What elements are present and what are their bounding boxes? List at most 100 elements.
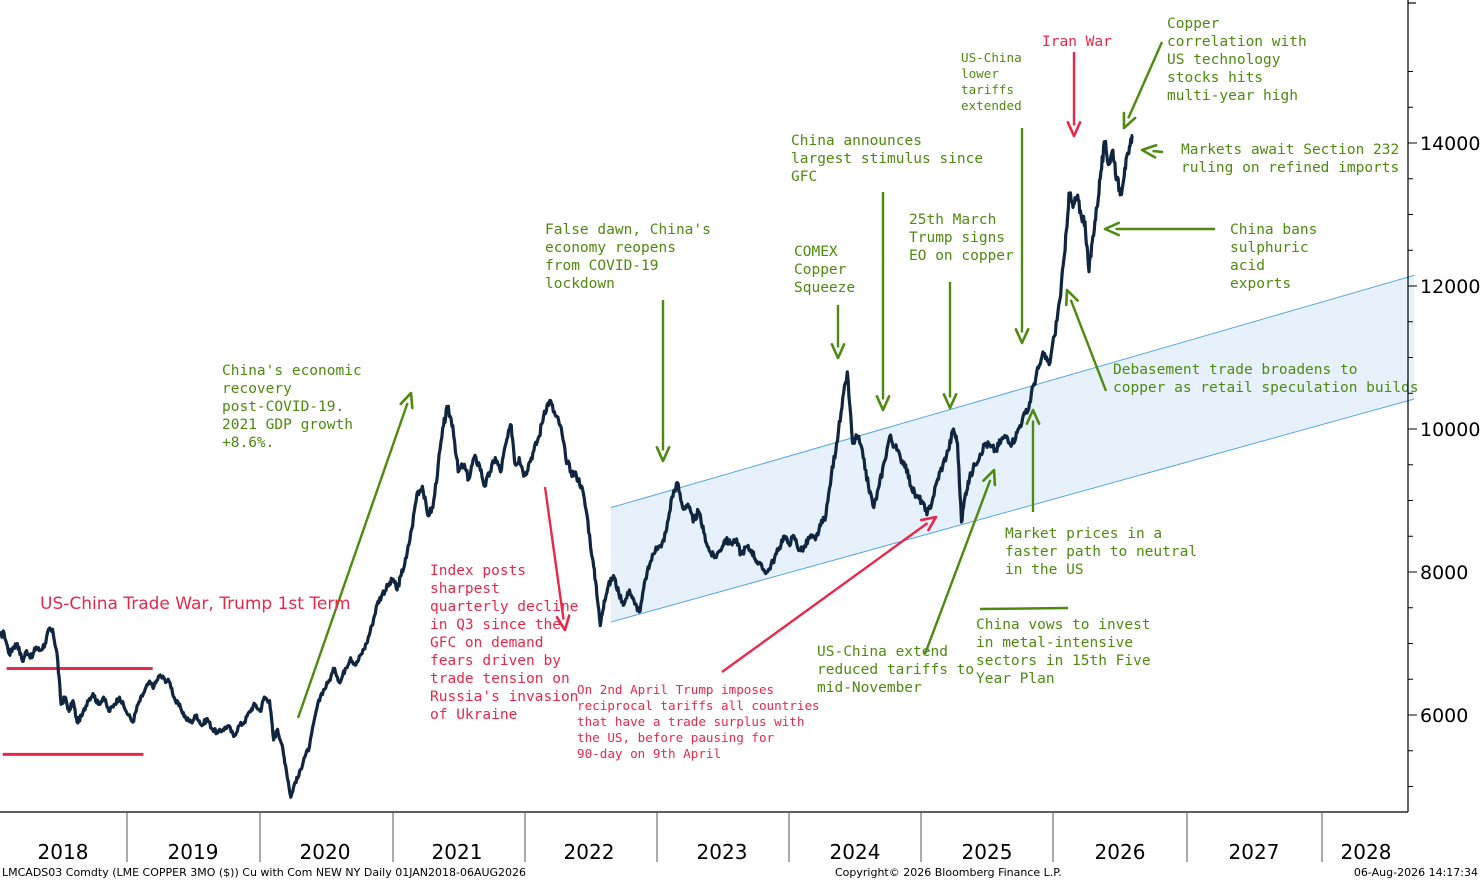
arrow-china-stimulus: [875, 192, 891, 412]
copper-price-line: [0, 134, 1134, 799]
annotation-3-line-2: sharpest: [430, 581, 500, 597]
annotation-11-line-1: Copper: [1167, 16, 1220, 32]
annotation-2-line-5: +8.6%.: [222, 435, 274, 451]
annotation-12: Markets await Section 232 ruling on refin…: [1181, 142, 1399, 176]
annotation-2: China's economic recovery post-COVID-19. 20…: [222, 363, 362, 451]
annotation-16-line-3: mid-November: [817, 680, 922, 696]
trend-channel-upper-line: [610, 274, 1415, 509]
annotation-3-line-3: quarterly decline: [430, 599, 578, 615]
x-tick-label-2018: 2018: [38, 840, 89, 864]
annotation-3-line-5: GFC on demand: [430, 635, 544, 651]
annotation-13-line-3: acid: [1230, 258, 1265, 274]
annotation-9-line-1: US-China: [961, 50, 1022, 65]
annotation-2-line-3: post-COVID-19.: [222, 399, 344, 415]
annotation-6-line-1: COMEX: [794, 244, 838, 260]
annotation-3-line-1: Index posts: [430, 563, 526, 579]
annotation-11: Copper correlation with US technology stock…: [1167, 16, 1307, 104]
annotation-15-line-3: in the US: [1005, 562, 1084, 578]
annotation-16-line-1: US-China extend: [817, 644, 948, 660]
annotation-11-line-5: multi-year high: [1167, 88, 1298, 104]
annotation-12-line-1: Markets await Section 232: [1181, 142, 1399, 158]
arrow-sulphuric-acid: [1103, 221, 1215, 237]
annotation-17-line-1: China vows to invest: [976, 617, 1151, 633]
annotation-15-line-2: faster path to neutral: [1005, 544, 1197, 560]
arrow-iran-war: [1066, 52, 1082, 138]
arrow-extend-tariffs: [923, 468, 997, 655]
annotation-9-line-2: lower: [961, 66, 999, 81]
y-tick-label-14000: 14000: [1420, 133, 1480, 155]
x-tick-label-2019: 2019: [168, 840, 219, 864]
arrow-recovery: [296, 391, 414, 719]
annotation-1-line-1: US-China Trade War, Trump 1st Term: [40, 594, 351, 614]
annotation-9-line-4: extended: [961, 98, 1022, 113]
annotation-5-line-1: On 2nd April Trump imposes: [577, 682, 774, 697]
annotation-17-line-4: Year Plan: [976, 671, 1055, 687]
annotation-2-line-2: recovery: [222, 381, 292, 397]
annotation-12-line-2: ruling on refined imports: [1181, 160, 1399, 176]
annotation-5-line-5: 90-day on 9th April: [577, 746, 721, 761]
annotation-13-line-4: exports: [1230, 276, 1291, 292]
annotation-4-line-1: False dawn, China's: [545, 222, 711, 238]
annotation-2-line-1: China's economic: [222, 363, 362, 379]
annotation-1: US-China Trade War, Trump 1st Term: [40, 594, 351, 614]
annotation-4: False dawn, China's economy reopens from C…: [545, 222, 711, 292]
underline-china-vows: [979, 606, 1069, 611]
y-tick-label-8000: 8000: [1420, 562, 1468, 584]
arrow-tech-correlation: [1122, 41, 1164, 130]
annotation-3: Index posts sharpest quarterly decline in Q…: [430, 563, 578, 723]
x-tick-label-2020: 2020: [300, 840, 351, 864]
annotation-4-line-4: lockdown: [545, 276, 615, 292]
x-tick-label-2027: 2027: [1229, 840, 1280, 864]
annotation-3-line-4: in Q3 since the: [430, 617, 561, 633]
arrow-comex-squeeze: [830, 305, 846, 360]
arrow-tariffs-extended: [1014, 128, 1030, 345]
x-tick-label-2024: 2024: [830, 840, 881, 864]
arrow-debasement: [1064, 288, 1108, 392]
annotation-16: US-China extend reduced tariffs to mid-Nov…: [817, 644, 974, 696]
annotation-3-line-9: of Ukraine: [430, 707, 517, 723]
annotation-11-line-2: correlation with: [1167, 34, 1307, 50]
y-tick-label-10000: 10000: [1420, 419, 1480, 441]
annotation-5-line-2: reciprocal tariffs all countries: [577, 698, 820, 713]
annotation-17-line-3: sectors in 15th Five: [976, 653, 1151, 669]
arrow-false-dawn: [655, 300, 671, 463]
annotation-4-line-3: from COVID-19: [545, 258, 659, 274]
annotation-4-line-2: economy reopens: [545, 240, 676, 256]
annotation-17: China vows to invest in metal-intensive se…: [976, 617, 1151, 687]
annotation-8-line-3: EO on copper: [909, 248, 1014, 264]
arrow-eo-copper: [942, 282, 958, 410]
annotation-13: China bans sulphuric acid exports: [1230, 222, 1317, 292]
annotation-7-line-1: China announces: [791, 133, 922, 149]
annotation-15-line-1: Market prices in a: [1005, 526, 1162, 542]
arrow-section-232: [1140, 143, 1164, 159]
annotation-3-line-6: fears driven by: [430, 653, 561, 669]
annotation-17-line-2: in metal-intensive: [976, 635, 1133, 651]
annotation-2-line-4: 2021 GDP growth: [222, 417, 353, 433]
annotation-11-line-3: US technology: [1167, 52, 1281, 68]
x-tick-label-2023: 2023: [697, 840, 748, 864]
annotation-7-line-2: largest stimulus since: [791, 151, 983, 167]
annotation-13-line-2: sulphuric: [1230, 240, 1309, 256]
annotation-6-line-3: Squeeze: [794, 280, 855, 296]
annotation-7-line-3: GFC: [791, 169, 817, 185]
annotation-5-line-4: the US, before pausing for: [577, 730, 775, 745]
y-tick-label-6000: 6000: [1420, 705, 1468, 727]
arrow-reciprocal-tariffs: [721, 515, 938, 673]
arrow-index-decline: [543, 486, 571, 632]
annotation-11-line-4: stocks hits: [1167, 70, 1263, 86]
annotation-13-line-1: China bans: [1230, 222, 1317, 238]
arrow-neutral-path: [1025, 408, 1041, 512]
annotation-9-line-3: tariffs: [961, 82, 1014, 97]
x-tick-label-2028: 2028: [1341, 840, 1392, 864]
footer-timestamp: 06-Aug-2026 14:17:34: [1353, 866, 1478, 879]
annotation-14-line-1: Debasement trade broadens to: [1113, 362, 1357, 378]
annotation-6-line-2: Copper: [794, 262, 847, 278]
footer-copyright: Copyright© 2026 Bloomberg Finance L.P.: [835, 866, 1062, 879]
annotation-8: 25th March Trump signs EO on copper: [909, 212, 1014, 264]
annotation-16-line-2: reduced tariffs to: [817, 662, 974, 678]
x-tick-label-2022: 2022: [564, 840, 615, 864]
annotation-3-line-7: trade tension on: [430, 671, 570, 687]
footer-security-info: LMCADS03 Comdty (LME COPPER 3MO ($)) Cu …: [2, 866, 527, 879]
